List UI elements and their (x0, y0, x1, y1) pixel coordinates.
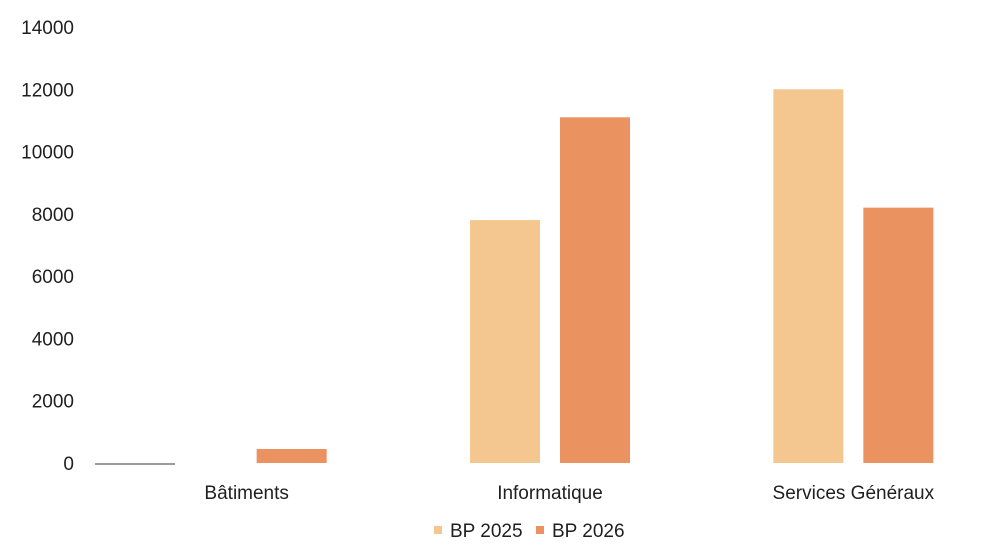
x-category-label: Services Généraux (773, 483, 935, 504)
y-axis: 0 2000 4000 6000 8000 10000 12000 14000 (21, 18, 74, 475)
bar-bp2025 (470, 220, 540, 463)
legend-swatch (536, 526, 544, 534)
y-tick-label: 4000 (32, 329, 74, 350)
legend-label: BP 2025 (450, 521, 523, 542)
x-axis: Bâtiments Informatique Services Généraux (95, 463, 935, 504)
legend: BP 2025 BP 2026 (434, 521, 625, 542)
bar-bp2026 (863, 207, 934, 463)
y-tick-label: 6000 (32, 267, 74, 288)
y-tick-label: 12000 (21, 80, 74, 101)
legend-swatch (434, 526, 442, 534)
bar-bp2026 (256, 448, 327, 463)
x-category-label: Bâtiments (204, 483, 288, 504)
bar-bp2025 (773, 89, 844, 464)
bar-bp2026 (560, 117, 630, 464)
legend-label: BP 2026 (552, 521, 625, 542)
x-category-label: Informatique (497, 483, 603, 504)
y-tick-label: 0 (63, 454, 74, 475)
y-tick-label: 2000 (32, 392, 74, 413)
bars (256, 89, 934, 464)
y-tick-label: 14000 (21, 18, 74, 39)
y-tick-label: 10000 (21, 143, 74, 164)
y-tick-label: 8000 (32, 205, 74, 226)
